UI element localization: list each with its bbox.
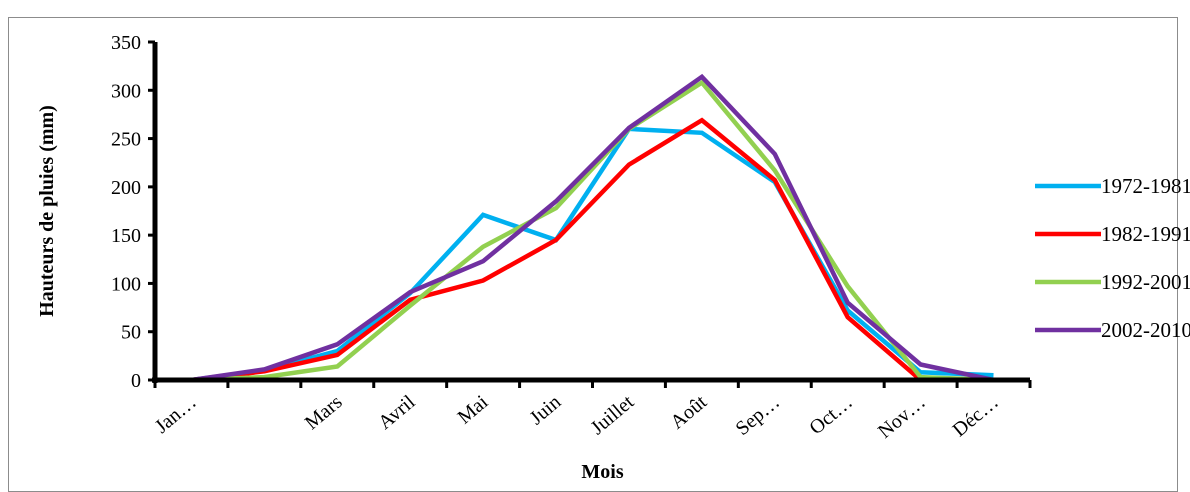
- x-axis-ticks: Jan… Mars Avril Mai Juin Juillet Août Sep… Oct… N…: [151, 380, 1032, 443]
- x-tick-label: Juillet: [587, 391, 639, 440]
- x-axis-title: Mois: [581, 461, 623, 483]
- legend-label: 1992-2001: [1101, 270, 1190, 294]
- y-tick-label: 250: [111, 129, 141, 151]
- y-tick-label: 100: [111, 273, 141, 295]
- series-lines: [191, 73, 994, 383]
- series-line-1972-1981: [191, 126, 994, 383]
- x-tick-label: Oct…: [805, 391, 857, 439]
- legend: 1972-1981 1982-1991 1992-2001 2002-2010: [1035, 174, 1190, 342]
- x-tick-label: Avril: [374, 391, 420, 434]
- legend-label: 1982-1991: [1101, 222, 1190, 246]
- series-line-1992-2001: [191, 79, 994, 383]
- y-tick-label: 200: [111, 177, 141, 199]
- x-tick-label: Mars: [301, 391, 347, 434]
- x-tick-label: Mai: [454, 391, 493, 429]
- x-tick-label: Jan…: [151, 391, 201, 438]
- legend-label: 1972-1981: [1101, 174, 1190, 198]
- y-axis-ticks: 0 50 100 150 200 250 300 350: [111, 32, 155, 392]
- y-tick-label: 350: [111, 32, 141, 54]
- series-line-1982-1991: [191, 117, 994, 383]
- y-tick-label: 0: [131, 370, 141, 392]
- x-tick-label: Juin: [526, 391, 566, 429]
- y-tick-label: 50: [121, 322, 141, 344]
- y-tick-label: 300: [111, 80, 141, 102]
- x-tick-label: Déc…: [949, 391, 1003, 441]
- y-tick-label: 150: [111, 225, 141, 247]
- x-tick-label: Sep…: [732, 391, 784, 440]
- x-tick-label: Août: [666, 391, 711, 434]
- legend-label: 2002-2010: [1101, 318, 1190, 342]
- y-axis-title: Hauteurs de pluies (mm): [36, 105, 58, 317]
- series-line-2002-2010: [191, 73, 994, 383]
- x-tick-label: Nov…: [874, 391, 930, 443]
